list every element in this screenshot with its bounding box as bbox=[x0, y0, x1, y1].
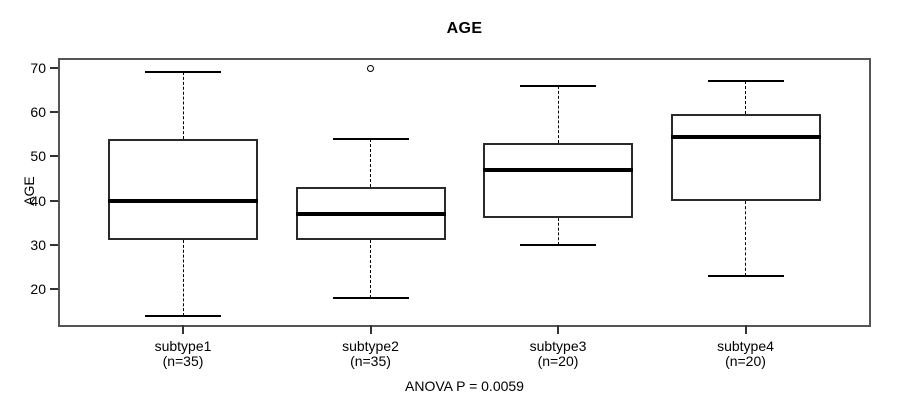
x-axis-label: subtype4 bbox=[717, 338, 774, 354]
boxplot-lower-whisker bbox=[557, 218, 559, 245]
boxplot-lower-cap bbox=[145, 314, 221, 317]
boxplot-box bbox=[108, 138, 258, 241]
y-axis-tick bbox=[50, 243, 58, 246]
x-axis-sublabel: (n=35) bbox=[162, 353, 204, 369]
boxplot-lower-whisker bbox=[182, 240, 184, 316]
boxplot-box bbox=[483, 143, 633, 219]
y-axis-tick bbox=[50, 155, 58, 158]
y-axis-tick-label: 60 bbox=[30, 104, 46, 121]
boxplot-median bbox=[670, 134, 821, 139]
y-axis-tick bbox=[50, 111, 58, 114]
y-axis-tick bbox=[50, 288, 58, 290]
x-axis-tick bbox=[182, 325, 184, 334]
x-axis-sublabel: (n=20) bbox=[725, 353, 766, 369]
y-axis-tick-label: 40 bbox=[30, 192, 46, 209]
x-axis-sublabel: (n=35) bbox=[350, 353, 391, 369]
x-axis-sublabel: (n=20) bbox=[537, 353, 579, 369]
boxplot-lower-cap bbox=[707, 274, 784, 277]
boxplot-median bbox=[295, 211, 446, 216]
y-axis-tick-label: 50 bbox=[30, 148, 46, 165]
boxplot-lower-cap bbox=[520, 243, 596, 246]
boxplot-lower-whisker bbox=[745, 200, 746, 276]
boxplot-upper-cap bbox=[707, 80, 784, 83]
boxplot-outlier-point bbox=[367, 64, 374, 72]
boxplot-median bbox=[108, 198, 258, 203]
x-axis-label: subtype2 bbox=[342, 338, 399, 354]
anova-p-value-text: ANOVA P = 0.0059 bbox=[405, 378, 524, 394]
x-axis-tick bbox=[369, 325, 372, 334]
boxplot-upper-whisker bbox=[182, 72, 184, 139]
boxplot-box bbox=[670, 114, 821, 201]
boxplot-upper-whisker bbox=[557, 85, 559, 144]
boxplot-lower-cap bbox=[332, 296, 409, 299]
x-axis-label: subtype1 bbox=[154, 338, 212, 354]
chart-title: AGE bbox=[446, 20, 483, 37]
x-axis-label: subtype3 bbox=[529, 338, 587, 354]
x-axis-tick bbox=[744, 325, 747, 334]
boxplot-upper-whisker bbox=[370, 138, 371, 188]
boxplot-upper-cap bbox=[520, 84, 596, 87]
boxplot-lower-whisker bbox=[370, 240, 371, 298]
y-axis-tick bbox=[50, 199, 58, 202]
boxplot-upper-cap bbox=[332, 137, 409, 140]
y-axis-tick-label: 20 bbox=[30, 281, 46, 297]
boxplot-upper-cap bbox=[145, 71, 221, 74]
boxplot-upper-whisker bbox=[745, 81, 746, 115]
y-axis-tick-label: 30 bbox=[30, 236, 46, 253]
y-axis-tick-label: 70 bbox=[30, 60, 46, 76]
y-axis-tick bbox=[50, 67, 58, 69]
boxplot-median bbox=[483, 167, 633, 172]
x-axis-tick bbox=[557, 325, 559, 334]
